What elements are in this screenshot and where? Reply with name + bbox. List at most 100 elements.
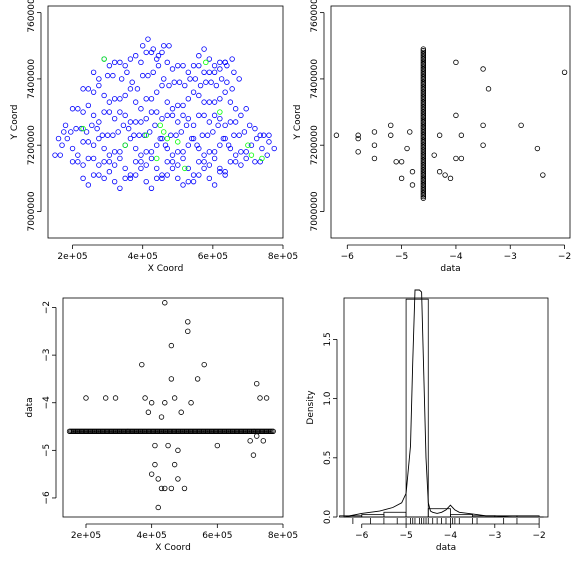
data-point — [141, 132, 148, 138]
data-point — [122, 62, 128, 69]
y-tick-label: −4 — [42, 396, 52, 410]
data-point — [229, 86, 235, 92]
data-point — [201, 361, 207, 368]
x-axis-label: X Coord — [148, 264, 184, 274]
data-point — [431, 152, 437, 158]
data-point — [138, 159, 144, 165]
data-point — [164, 59, 170, 66]
data-point — [371, 155, 378, 162]
data-point — [231, 69, 237, 75]
data-point — [101, 175, 107, 182]
x-tick-label: −6 — [355, 531, 369, 541]
data-point — [232, 159, 239, 165]
data-point — [122, 175, 128, 182]
data-point — [196, 112, 202, 119]
data-point — [96, 76, 102, 82]
data-point — [94, 125, 100, 132]
data-point — [196, 172, 202, 178]
data-point — [111, 59, 118, 66]
data-point — [127, 175, 134, 182]
plot-frame — [62, 297, 284, 518]
data-point — [203, 59, 209, 66]
y-tick-label: 1.5 — [323, 332, 333, 346]
data-point — [127, 172, 134, 178]
y-tick-label: −5 — [42, 444, 52, 457]
data-point — [217, 66, 223, 72]
y-tick-label: 7400000 — [27, 59, 37, 99]
data-point — [169, 159, 176, 165]
data-point — [159, 115, 165, 122]
data-point — [169, 165, 176, 172]
plot-frame — [330, 5, 571, 239]
data-point — [90, 155, 97, 162]
data-point — [175, 62, 181, 69]
x-tick-label: 8e+05 — [268, 531, 298, 541]
x-tick-label: 4e+05 — [128, 252, 158, 262]
data-point — [132, 119, 139, 125]
data-point — [96, 82, 102, 89]
data-point — [215, 122, 221, 129]
data-point — [175, 139, 181, 145]
data-point — [206, 149, 213, 155]
y-tick-label: 0.5 — [323, 451, 333, 465]
data-point — [148, 96, 155, 102]
data-point — [145, 72, 151, 79]
data-point — [238, 112, 244, 119]
data-point — [187, 76, 193, 82]
data-point — [236, 76, 242, 82]
data-point — [90, 112, 97, 119]
data-point — [185, 178, 191, 185]
data-point — [157, 122, 163, 129]
data-point — [540, 172, 546, 178]
data-point — [90, 172, 97, 178]
data-point — [206, 175, 213, 182]
data-point — [80, 86, 86, 92]
data-point — [485, 86, 492, 92]
data-point — [225, 142, 232, 148]
data-point — [148, 149, 155, 155]
data-point — [117, 109, 123, 115]
y-tick-label: 7400000 — [310, 59, 320, 99]
data-point — [196, 92, 202, 99]
data-point — [534, 145, 541, 152]
data-point — [161, 129, 167, 135]
data-point — [270, 428, 276, 435]
data-point — [124, 69, 130, 75]
data-point — [101, 92, 107, 99]
data-point — [236, 132, 242, 138]
data-point — [111, 115, 118, 122]
data-point — [69, 106, 76, 112]
data-point — [245, 142, 251, 148]
data-point — [182, 165, 188, 172]
data-point — [162, 485, 168, 492]
data-point — [132, 172, 139, 178]
data-point — [73, 125, 79, 132]
data-point — [201, 152, 207, 158]
data-point — [168, 485, 175, 492]
x-tick-label: −2 — [558, 252, 571, 262]
data-point — [398, 159, 405, 165]
data-point — [561, 69, 568, 75]
data-point — [147, 129, 153, 135]
density-curve — [343, 289, 544, 518]
data-point — [206, 162, 213, 168]
data-point — [154, 109, 160, 115]
data-point — [180, 149, 186, 155]
data-point — [217, 96, 223, 102]
data-point — [243, 106, 249, 112]
data-point — [154, 175, 160, 182]
data-point — [143, 115, 149, 122]
data-point — [101, 56, 107, 62]
data-point — [404, 145, 410, 152]
data-point — [143, 49, 149, 56]
data-point — [398, 175, 405, 182]
data-point — [169, 152, 176, 158]
data-point — [90, 89, 97, 95]
data-point — [155, 504, 161, 511]
y-axis-label: Density — [306, 390, 316, 425]
data-point — [261, 132, 267, 138]
data-point — [194, 376, 201, 382]
data-point — [106, 62, 113, 69]
data-point — [83, 395, 89, 401]
